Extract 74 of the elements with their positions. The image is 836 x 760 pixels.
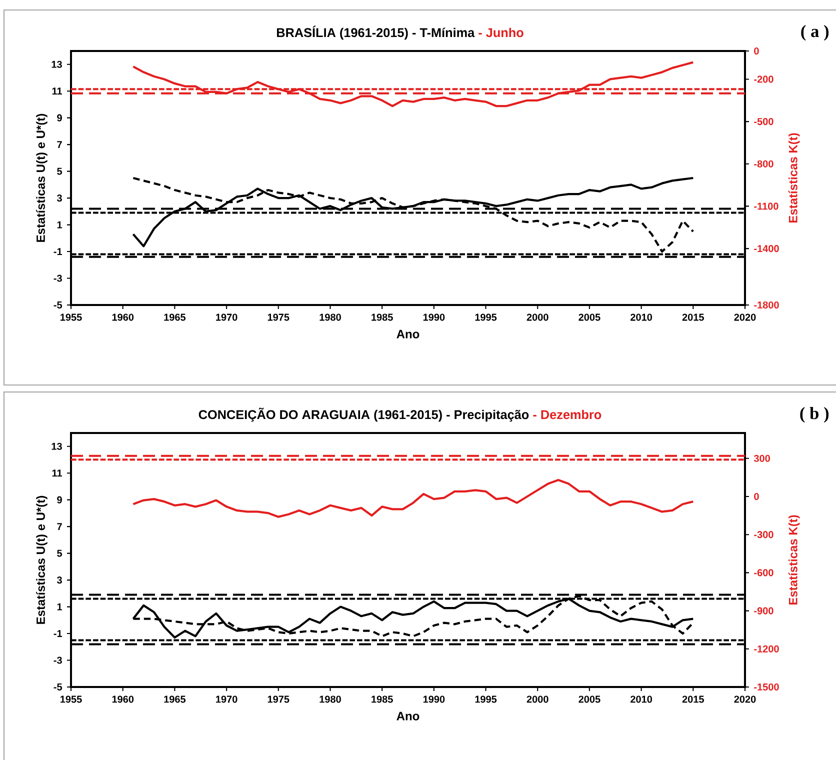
x-tick-label: 1965 — [164, 696, 186, 703]
y-tick-label: 7 — [57, 141, 62, 148]
x-tick-label: 1970 — [216, 696, 238, 703]
y-axis-title: Estatísticas U(t) e U*(t) — [36, 496, 48, 624]
y-tick-label: 3 — [56, 576, 62, 584]
y2-tick-label: 0 — [754, 492, 759, 500]
y2-tick-label: -200 — [754, 76, 774, 83]
x-tick-label: 1960 — [112, 696, 134, 703]
y2-axis-title: Estatísticas K(t) — [788, 133, 800, 223]
y-tick-label: 5 — [57, 550, 62, 557]
y2-tick-label: 300 — [754, 454, 770, 462]
x-tick-label: 1965 — [164, 314, 186, 321]
chart-subtitle: - Dezembro — [533, 410, 602, 420]
y2-tick-label: -800 — [754, 160, 774, 168]
x-tick-label: 1970 — [216, 314, 238, 321]
x-tick-label: 2010 — [630, 314, 652, 321]
y2-tick-label: -1800 — [754, 301, 779, 309]
y-axis-title: Estatísticas U(t) e U*(t) — [36, 114, 48, 242]
y2-tick-label: -1200 — [754, 645, 779, 652]
x-tick-label: 2000 — [526, 696, 548, 703]
y-tick-label: 13 — [52, 60, 62, 68]
x-tick-label: 2020 — [734, 314, 756, 321]
y-tick-label: -1 — [54, 248, 62, 255]
x-tick-label: 1955 — [60, 314, 82, 321]
x-tick-label: 1985 — [372, 696, 393, 703]
y2-tick-label: 0 — [754, 47, 759, 55]
y2-tick-label: -1400 — [754, 245, 779, 252]
x-tick-label: 1955 — [60, 696, 82, 703]
y-tick-label: 5 — [57, 168, 62, 175]
x-axis-title: Ano — [396, 712, 420, 720]
x-tick-label: 2015 — [682, 696, 704, 703]
y-tick-label: 3 — [56, 194, 62, 202]
y2-tick-label: -1100 — [754, 202, 778, 210]
x-tick-label: 1975 — [268, 696, 290, 703]
y-tick-label: 13 — [52, 442, 62, 450]
chart-title: BRASÍLIA (1961-2015) - T-Mínima — [276, 26, 475, 40]
y2-tick-label: -1500 — [754, 683, 779, 691]
y2-axis-title: Estatísticas K(t) — [788, 515, 800, 605]
y-tick-label: 9 — [57, 114, 62, 122]
x-tick-label: 2010 — [630, 696, 652, 703]
y-tick-label: 7 — [57, 523, 62, 530]
y-tick-label: -1 — [54, 630, 62, 637]
y-tick-label: -5 — [54, 684, 62, 690]
x-tick-label: 2005 — [578, 696, 600, 703]
x-tick-label: 1960 — [112, 314, 134, 321]
x-tick-label: 2000 — [526, 314, 548, 321]
x-tick-label: 1980 — [320, 696, 341, 703]
y-tick-label: 9 — [57, 496, 62, 504]
y-tick-label: 11 — [52, 88, 62, 95]
chart-title: CONCEIÇÃO DO ARAGUAIA (1961-2015) - Precipitação — [198, 408, 529, 422]
y-tick-label: 11 — [52, 470, 62, 477]
y-tick-label: -3 — [54, 274, 62, 282]
y2-tick-label: -300 — [754, 531, 774, 538]
x-tick-label: 2005 — [578, 314, 600, 321]
y-tick-label: -5 — [54, 302, 62, 308]
x-tick-label: 1985 — [372, 314, 393, 321]
y-tick-label: 1 — [57, 603, 62, 610]
x-tick-label: 1990 — [423, 314, 445, 321]
text: ( b ) — [800, 406, 829, 423]
y2-tick-label: -900 — [754, 607, 774, 614]
x-tick-label: 1980 — [320, 314, 341, 321]
x-tick-label: 2020 — [734, 696, 756, 703]
x-tick-label: 1990 — [423, 696, 445, 703]
y2-tick-label: -600 — [754, 569, 774, 576]
x-tick-label: 2015 — [682, 314, 704, 321]
chart-subtitle: - Junho — [478, 28, 524, 38]
x-tick-label: 1995 — [475, 696, 497, 703]
x-tick-label: 1995 — [475, 314, 497, 321]
y2-tick-label: -500 — [754, 118, 774, 126]
text: ( a ) — [801, 24, 829, 41]
y-tick-label: -3 — [54, 656, 62, 664]
x-axis-title: Ano — [396, 330, 420, 338]
x-tick-label: 1975 — [268, 314, 290, 321]
y-tick-label: 1 — [57, 221, 62, 228]
